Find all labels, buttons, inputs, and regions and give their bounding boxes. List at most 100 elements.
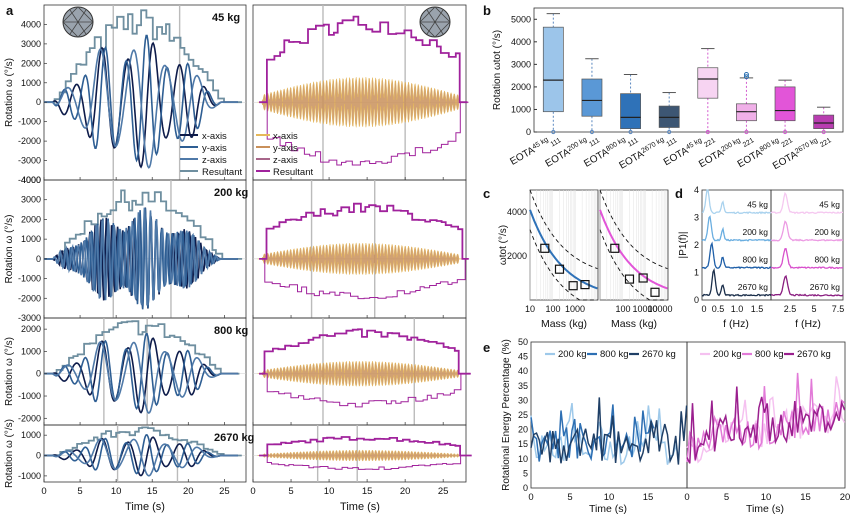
confidence-bound xyxy=(529,229,598,301)
min-marker xyxy=(744,129,749,135)
data-point xyxy=(580,280,590,290)
resultant-series xyxy=(259,258,470,300)
y-tick-label: -2000 xyxy=(18,136,41,146)
x-tick-label: 25 xyxy=(438,486,449,497)
y-tick-label: 2000 xyxy=(507,251,527,261)
legend-label: z-axis xyxy=(273,155,298,166)
min-marker xyxy=(705,129,710,135)
data-point xyxy=(568,281,578,291)
min-marker xyxy=(589,129,595,135)
min-marker xyxy=(667,129,672,135)
y-tick-label: 4000 xyxy=(21,175,41,185)
y-tick-label: -1000 xyxy=(18,274,41,284)
y-tick-label: 1000 xyxy=(21,78,41,88)
spectrum-left xyxy=(701,267,772,297)
x-tick-label: 10 xyxy=(604,492,615,503)
confidence-bound xyxy=(599,229,668,301)
legend-label: Resultant xyxy=(202,167,242,178)
min-marker xyxy=(551,129,556,135)
y-tick-label: 10 xyxy=(518,454,528,464)
outlier xyxy=(743,74,749,80)
category-tick-label: EOTA2670 kg221 xyxy=(771,131,833,175)
oscillation-band xyxy=(257,242,466,276)
x-axis-series xyxy=(44,436,238,477)
sphere-facets xyxy=(62,6,94,38)
mass-label: 2670 kg xyxy=(810,282,841,292)
y-tick-label: 4000 xyxy=(21,19,41,29)
y-tick-label: -3000 xyxy=(18,313,41,323)
y-axis-label: Rotation ω (°/s) xyxy=(4,214,15,283)
y-axis-label: |P1(f)| xyxy=(678,232,689,259)
x-tick-label: 100 xyxy=(545,304,560,314)
min-marker xyxy=(628,129,633,135)
y-tick-label: -4000 xyxy=(18,175,41,185)
x-axis-label: Time (s) xyxy=(589,503,627,515)
x-tick-label: 5 xyxy=(288,486,293,497)
y-tick-label: 2000 xyxy=(511,82,531,92)
y-tick-label: 3000 xyxy=(511,59,531,69)
y-axis-label: Rotation ω (°/s) xyxy=(4,419,15,488)
y-tick-label: 4000 xyxy=(511,37,531,47)
x-tick-label: 5 xyxy=(724,492,729,503)
x-axis-series xyxy=(44,41,238,169)
x-tick-label: 15 xyxy=(362,486,373,497)
x-tick-label: 20 xyxy=(183,486,194,497)
x-tick-label: 2.5 xyxy=(784,304,797,314)
y-axis-label: ωtot (°/s) xyxy=(498,225,509,265)
mass-label: 45 kg xyxy=(212,12,240,24)
y-axis-label: Rotation ωtot (°/s) xyxy=(492,30,503,110)
mass-label: 200 kg xyxy=(742,227,768,237)
legend-label: x-axis xyxy=(273,131,298,142)
legend-label: y-axis xyxy=(202,143,227,154)
mass-label: 45 kg xyxy=(747,200,768,210)
x-tick-label: 0 xyxy=(41,486,46,497)
y-tick-label: 2000 xyxy=(21,214,41,224)
resultant-series xyxy=(44,426,242,457)
y-tick-label: 1000 xyxy=(21,346,41,356)
resultant-series xyxy=(259,202,469,260)
axes-frame xyxy=(530,341,688,489)
y-tick-label: 2000 xyxy=(21,58,41,68)
resultant-series xyxy=(44,320,240,375)
x-tick-label: 10 xyxy=(761,492,772,503)
x-tick-label: 1.5 xyxy=(751,304,764,314)
confidence-bound xyxy=(529,189,598,270)
y-axis-series xyxy=(44,434,238,475)
y-tick-label: 4 xyxy=(694,185,699,195)
y-tick-label: 1000 xyxy=(511,104,531,114)
y-tick-label: -1000 xyxy=(18,391,41,401)
spectrum-left xyxy=(701,241,772,270)
legend-label: y-axis xyxy=(273,143,298,154)
x-tick-label: 25 xyxy=(219,486,230,497)
y-tick-label: 1000 xyxy=(21,234,41,244)
mass-label: 2670 kg xyxy=(214,432,254,444)
oscillation-band xyxy=(257,77,466,128)
x-tick-label: 15 xyxy=(643,492,654,503)
y-tick-label: 0 xyxy=(36,254,41,264)
x-tick-label: 0 xyxy=(701,304,706,314)
resultant-series xyxy=(259,436,472,457)
axes-frame xyxy=(43,424,247,483)
legend-label: 2670 kg xyxy=(797,349,831,360)
resultant-series xyxy=(259,373,471,408)
legend-label: 200 kg xyxy=(713,349,742,360)
panel-e-letter: e xyxy=(483,340,490,355)
data-point xyxy=(624,274,635,284)
oscillation-band xyxy=(257,449,466,462)
panel-b: 0 1000 2000 3000 4000 5000 Rotation ωtot (°/s)… xyxy=(492,7,844,175)
sphere-facets xyxy=(419,6,451,38)
y-tick-label: -2000 xyxy=(18,293,41,303)
y-tick-label: 5 xyxy=(523,468,528,478)
x-tick-label: 15 xyxy=(147,486,158,497)
y-tick-label: 0 xyxy=(36,451,41,461)
y-tick-label: 0 xyxy=(36,97,41,107)
data-point xyxy=(540,243,550,253)
panel-a: -4000-3000-2000-10000100020003000400045 … xyxy=(4,4,472,513)
y-axis-series xyxy=(44,333,238,411)
panel-d-letter: d xyxy=(675,186,683,201)
panel-e: 0 5 10 15 20 25 30 35 40 45 50 0 5 10 15 0 5 10 15 20 200 kg… xyxy=(501,337,850,515)
x-tick-label: 0 xyxy=(684,492,689,503)
confidence-bound xyxy=(599,189,668,270)
legend-label: x-axis xyxy=(202,131,227,142)
x-tick-label: 100 xyxy=(615,304,630,314)
